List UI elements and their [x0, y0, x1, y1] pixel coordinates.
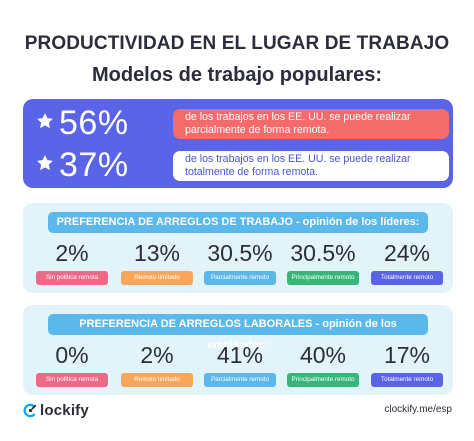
clockify-logo: lockify	[23, 401, 89, 419]
stat-description: de los trabajos en los EE. UU. se puede …	[173, 109, 449, 139]
preference-item: 2% Sin política remota	[36, 240, 108, 285]
stat-percentage: 37%	[59, 146, 129, 184]
preference-value: 0%	[55, 342, 89, 368]
preference-label: Parcialmente remoto	[204, 271, 276, 285]
preference-item: 2% Remoto limitado	[121, 342, 193, 387]
footer-url[interactable]: clockify.me/esp	[384, 404, 452, 415]
preference-item: 41% Parcialmente remoto	[204, 342, 276, 387]
leaders-preference-header: PREFERENCIA DE ARREGLOS DE TRABAJO - opi…	[48, 212, 428, 233]
preference-label: Totalmente remoto	[371, 373, 443, 387]
clockify-logo-icon	[23, 403, 37, 417]
preference-item: 13% Remoto limitado	[121, 240, 193, 285]
preference-value: 41%	[216, 342, 264, 368]
preference-item: 40% Principalmente remoto	[287, 342, 359, 387]
stats-panel: 56% de los trabajos en los EE. UU. se pu…	[23, 99, 453, 188]
stat-row: 37% de los trabajos en los EE. UU. se pu…	[23, 145, 453, 185]
preference-item: 17% Totalmente remoto	[371, 342, 443, 387]
employees-preference-header: PREFERENCIA DE ARREGLOS LABORALES - opin…	[48, 314, 428, 351]
stat-percentage: 56%	[59, 104, 129, 142]
preference-value: 30.5%	[290, 240, 356, 266]
stat-row: 56% de los trabajos en los EE. UU. se pu…	[23, 103, 453, 143]
star-icon	[37, 113, 53, 129]
preference-item: 30.5% Parcialmente remoto	[204, 240, 276, 285]
preference-label: Remoto limitado	[121, 271, 193, 285]
leaders-preference-panel: PREFERENCIA DE ARREGLOS DE TRABAJO - opi…	[23, 203, 453, 293]
star-icon	[37, 155, 53, 171]
preference-label: Remoto limitado	[121, 373, 193, 387]
preference-item: 24% Totalmente remoto	[371, 240, 443, 285]
preference-value: 40%	[299, 342, 347, 368]
preference-value: 2%	[140, 342, 174, 368]
brand-name: lockify	[40, 401, 89, 419]
preference-label: Principalmente remoto	[287, 373, 359, 387]
preference-label: Principalmente remoto	[287, 271, 359, 285]
preference-label: Sin política remota	[36, 373, 108, 387]
preference-value: 24%	[383, 240, 431, 266]
preference-value: 30.5%	[207, 240, 273, 266]
preference-label: Totalmente remoto	[371, 271, 443, 285]
preference-value: 17%	[383, 342, 431, 368]
stat-description: de los trabajos en los EE. UU. se puede …	[173, 151, 449, 181]
preference-label: Sin política remota	[36, 271, 108, 285]
preference-value: 13%	[133, 240, 181, 266]
page-subtitle: Modelos de trabajo populares:	[91, 64, 383, 86]
employees-preference-panel: PREFERENCIA DE ARREGLOS LABORALES - opin…	[23, 305, 453, 395]
page-title: PRODUCTIVIDAD EN EL LUGAR DE TRABAJO	[24, 33, 450, 54]
preference-label: Parcialmente remoto	[204, 373, 276, 387]
preference-value: 2%	[55, 240, 89, 266]
preference-item: 30.5% Principalmente remoto	[287, 240, 359, 285]
preference-item: 0% Sin política remota	[36, 342, 108, 387]
